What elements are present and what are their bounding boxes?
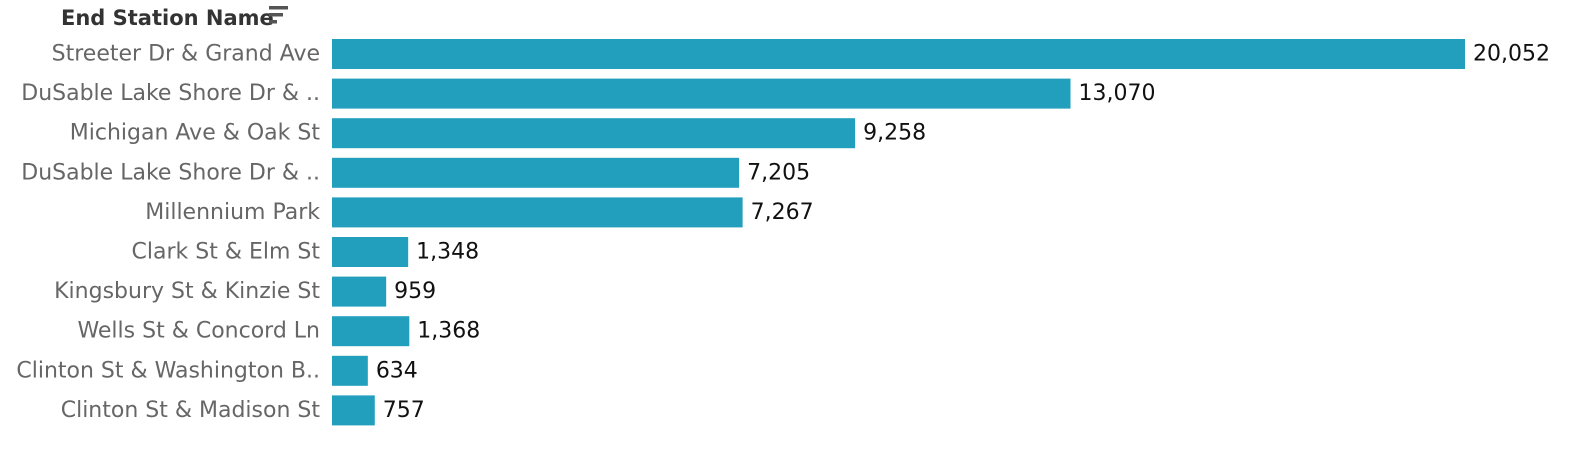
- value-label-5: 7,267: [751, 200, 814, 225]
- category-labels: Streeter Dr & Grand Ave DuSable Lake Shor…: [16, 42, 320, 423]
- bar-3[interactable]: [332, 118, 856, 149]
- bar-5[interactable]: [332, 197, 743, 228]
- bars: [332, 39, 1465, 426]
- chart-header: End Station Name: [61, 6, 288, 30]
- value-label-7: 959: [394, 279, 436, 304]
- bar-8[interactable]: [332, 316, 410, 347]
- category-label-5[interactable]: Millennium Park: [145, 200, 320, 225]
- category-label-1[interactable]: Streeter Dr & Grand Ave: [52, 42, 320, 67]
- value-label-1: 20,052: [1473, 42, 1550, 67]
- value-labels: 20,052 13,070 9,258 7,205 7,267 1,348 959 1,368…: [376, 42, 1550, 423]
- bar-9[interactable]: [332, 355, 368, 386]
- category-label-3[interactable]: Michigan Ave & Oak St: [70, 121, 321, 146]
- sort-descending-icon[interactable]: [269, 6, 288, 24]
- category-label-7[interactable]: Kingsbury St & Kinzie St: [54, 279, 320, 304]
- bar-6[interactable]: [332, 237, 409, 267]
- category-label-8[interactable]: Wells St & Concord Ln: [77, 319, 320, 344]
- category-label-4[interactable]: DuSable Lake Shore Dr & ..: [21, 160, 320, 185]
- column-header-title[interactable]: End Station Name: [61, 6, 274, 30]
- bar-1[interactable]: [332, 39, 1465, 69]
- category-label-6[interactable]: Clark St & Elm St: [132, 240, 321, 265]
- value-label-9: 634: [376, 358, 418, 383]
- value-label-6: 1,348: [416, 240, 479, 265]
- value-label-8: 1,368: [417, 319, 480, 344]
- value-label-3: 9,258: [863, 121, 926, 146]
- category-label-2[interactable]: DuSable Lake Shore Dr & ..: [21, 81, 320, 106]
- bar-2[interactable]: [332, 78, 1071, 109]
- bar-7[interactable]: [332, 276, 387, 307]
- bar-10[interactable]: [332, 395, 375, 426]
- category-label-9[interactable]: Clinton St & Washington B..: [16, 358, 320, 383]
- value-label-2: 13,070: [1078, 81, 1155, 106]
- category-label-10[interactable]: Clinton St & Madison St: [61, 398, 321, 423]
- value-label-4: 7,205: [747, 160, 810, 185]
- value-label-10: 757: [383, 398, 425, 423]
- bar-4[interactable]: [332, 157, 740, 188]
